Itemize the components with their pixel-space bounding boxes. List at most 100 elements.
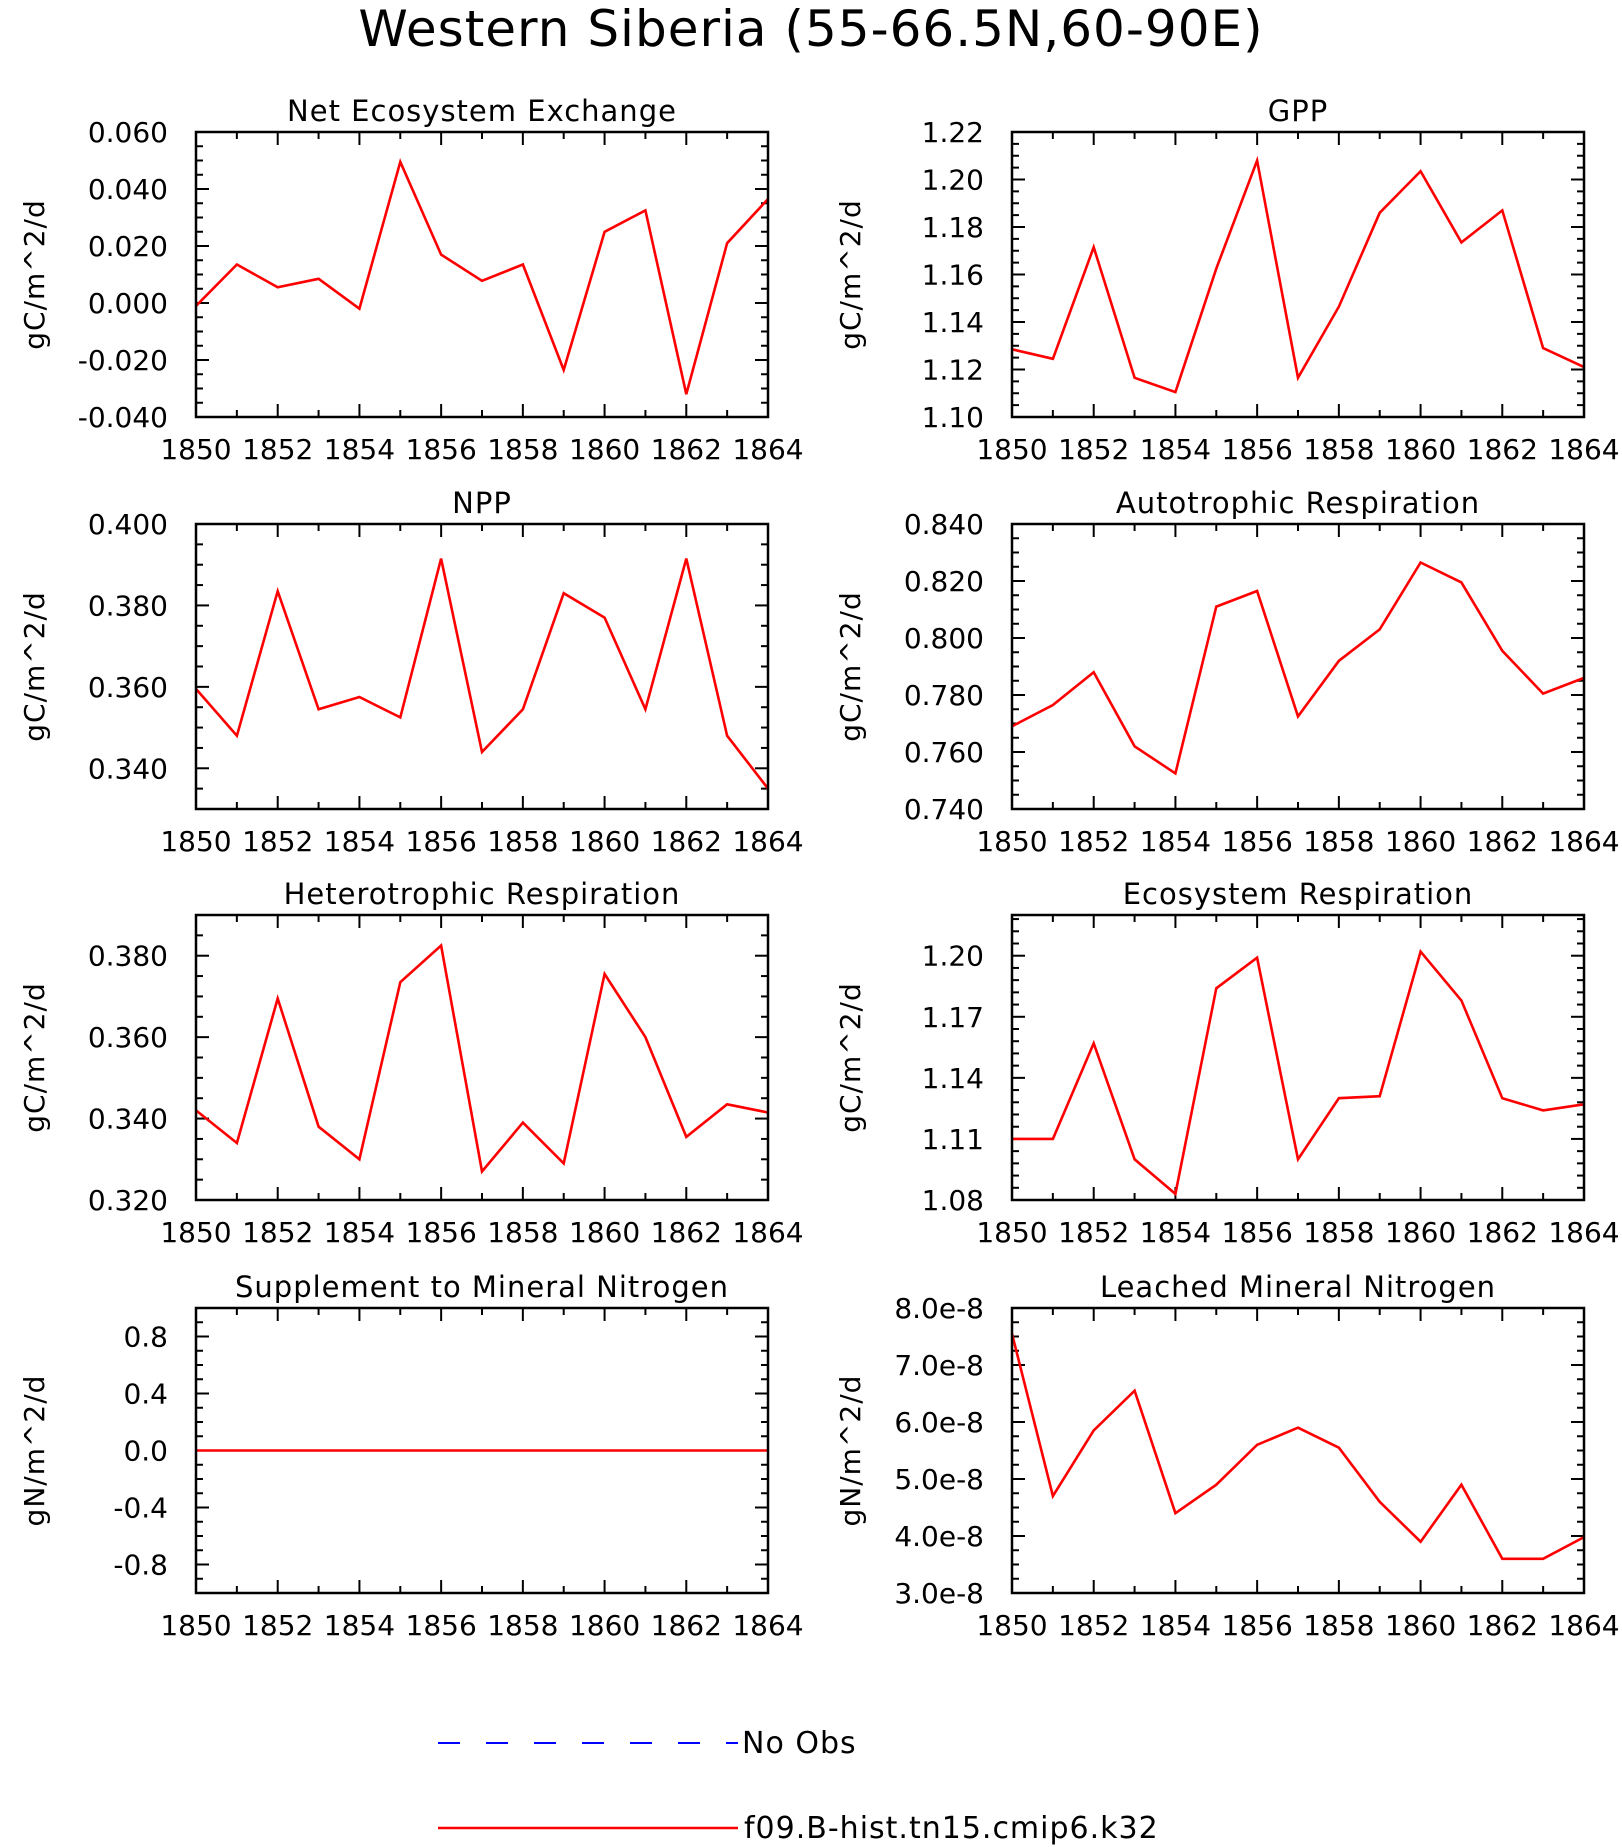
y-tick-label: 7.0e-8	[894, 1349, 984, 1382]
chart-panel-4: Autotrophic Respiration gC/m^2/d 1850 1852 1…	[834, 486, 1620, 858]
y-tick-label: -0.8	[113, 1549, 168, 1582]
x-tick-label: 1850	[160, 1216, 231, 1249]
plot-frame	[1010, 1306, 1586, 1595]
panel-title: Heterotrophic Respiration	[284, 877, 681, 911]
series-line	[195, 158, 769, 395]
panel-title: Supplement to Mineral Nitrogen	[235, 1270, 729, 1304]
chart-panel-6: Ecosystem Respiration gC/m^2/d 1850 1852 185…	[834, 877, 1620, 1249]
x-tick-label: 1862	[1467, 1609, 1538, 1642]
x-tick-label: 1854	[324, 1216, 395, 1249]
y-tick-label: 0.340	[88, 1103, 168, 1136]
y-axis-label: gC/m^2/d	[18, 199, 51, 350]
x-tick-label: 1858	[1303, 1609, 1374, 1642]
x-tick-label: 1858	[1303, 1216, 1374, 1249]
y-tick-label: 6.0e-8	[894, 1406, 984, 1439]
x-tick-label: 1858	[1303, 433, 1374, 466]
y-tick-label: 1.14	[922, 306, 984, 339]
x-tick-label: 1852	[1058, 1609, 1129, 1642]
y-tick-label: 1.22	[922, 116, 984, 149]
x-tick-label: 1850	[976, 433, 1047, 466]
x-tick-label: 1860	[1385, 433, 1456, 466]
series-line	[1012, 948, 1585, 1197]
chart-panel-1: Net Ecosystem Exchange gC/m^2/d 1850 1852 18…	[18, 94, 804, 466]
figure-title: Western Siberia (55-66.5N,60-90E)	[358, 0, 1263, 58]
x-tick-label: 1862	[651, 433, 722, 466]
plot-frame	[194, 130, 770, 419]
x-tick-label: 1850	[160, 825, 231, 858]
y-tick-label: 0.780	[904, 679, 984, 712]
series-line	[195, 558, 770, 790]
y-tick-label: 0.8	[123, 1321, 168, 1354]
y-tick-label: 1.18	[922, 211, 984, 244]
x-tick-label: 1854	[1140, 1609, 1211, 1642]
y-tick-label: 0.360	[88, 1021, 168, 1054]
x-tick-label: 1854	[1140, 1216, 1211, 1249]
y-tick-label: 0.760	[904, 736, 984, 769]
y-tick-label: -0.4	[113, 1492, 168, 1525]
y-tick-label: 5.0e-8	[894, 1463, 984, 1496]
y-tick-label: -0.020	[78, 344, 168, 377]
y-tick-label: 3.0e-8	[894, 1577, 984, 1610]
y-axis-label: gN/m^2/d	[834, 1375, 867, 1527]
y-tick-label: 0.380	[88, 589, 168, 622]
x-tick-label: 1862	[1467, 825, 1538, 858]
series-line	[195, 942, 769, 1175]
x-tick-label: 1860	[1385, 1216, 1456, 1249]
chart-panel-7: Supplement to Mineral Nitrogen gN/m^2/d 18…	[18, 1270, 804, 1642]
x-tick-label: 1852	[1058, 825, 1129, 858]
y-tick-label: 8.0e-8	[894, 1292, 984, 1325]
y-tick-label: 0.0	[123, 1435, 168, 1468]
y-tick-label: 1.14	[922, 1062, 984, 1095]
y-tick-label: 1.08	[922, 1184, 984, 1217]
series-line	[1011, 155, 1585, 394]
y-tick-label: 0.740	[904, 793, 984, 826]
chart-panel-3: NPP gC/m^2/d 1850 1852 1854 1856 1858 1860 1862 1…	[18, 486, 804, 858]
panel-title: Autotrophic Respiration	[1116, 486, 1480, 520]
x-tick-label: 1860	[1385, 825, 1456, 858]
y-tick-label: -0.040	[78, 401, 168, 434]
x-tick-label: 1856	[406, 825, 477, 858]
x-tick-label: 1854	[1140, 825, 1211, 858]
y-axis-label: gC/m^2/d	[834, 982, 867, 1133]
x-tick-label: 1850	[160, 1609, 231, 1642]
y-axis-label: gC/m^2/d	[834, 591, 867, 742]
y-tick-label: 0.340	[88, 752, 168, 785]
chart-panel-8: Leached Mineral Nitrogen gN/m^2/d 1850 1852…	[834, 1270, 1620, 1642]
y-tick-label: 0.820	[904, 565, 984, 598]
y-tick-label: 0.800	[904, 622, 984, 655]
x-tick-label: 1856	[1222, 1609, 1293, 1642]
y-tick-label: 1.12	[922, 354, 984, 387]
x-tick-label: 1850	[976, 1609, 1047, 1642]
x-tick-label: 1856	[406, 433, 477, 466]
x-tick-label: 1852	[242, 1216, 313, 1249]
plot-frame	[194, 1306, 770, 1595]
y-tick-label: 0.000	[88, 287, 168, 320]
y-axis-label: gC/m^2/d	[834, 199, 867, 350]
y-tick-label: 0.840	[904, 508, 984, 541]
x-tick-label: 1864	[732, 1216, 803, 1249]
x-tick-label: 1852	[242, 1609, 313, 1642]
panels: Net Ecosystem Exchange gC/m^2/d 1850 1852 18…	[18, 94, 1620, 1642]
y-tick-label: 1.11	[922, 1123, 984, 1156]
x-tick-label: 1856	[406, 1216, 477, 1249]
x-tick-label: 1864	[732, 1609, 803, 1642]
y-tick-label: 0.380	[88, 940, 168, 973]
x-tick-label: 1860	[569, 825, 640, 858]
x-tick-label: 1864	[1548, 1609, 1619, 1642]
y-axis-label: gC/m^2/d	[18, 982, 51, 1133]
plot-frame	[194, 913, 770, 1202]
series-line	[1011, 560, 1585, 776]
x-tick-label: 1852	[242, 825, 313, 858]
x-tick-label: 1854	[324, 1609, 395, 1642]
x-tick-label: 1850	[160, 433, 231, 466]
legend-label-no-obs: No Obs	[742, 1726, 857, 1761]
x-tick-label: 1864	[1548, 1216, 1619, 1249]
plot-frame	[1010, 913, 1586, 1202]
panel-title: Ecosystem Respiration	[1123, 877, 1474, 911]
panel-title: Leached Mineral Nitrogen	[1100, 1270, 1496, 1304]
y-tick-label: 1.20	[922, 940, 984, 973]
x-tick-label: 1852	[1058, 1216, 1129, 1249]
plot-frame	[194, 522, 770, 811]
x-tick-label: 1856	[1222, 825, 1293, 858]
